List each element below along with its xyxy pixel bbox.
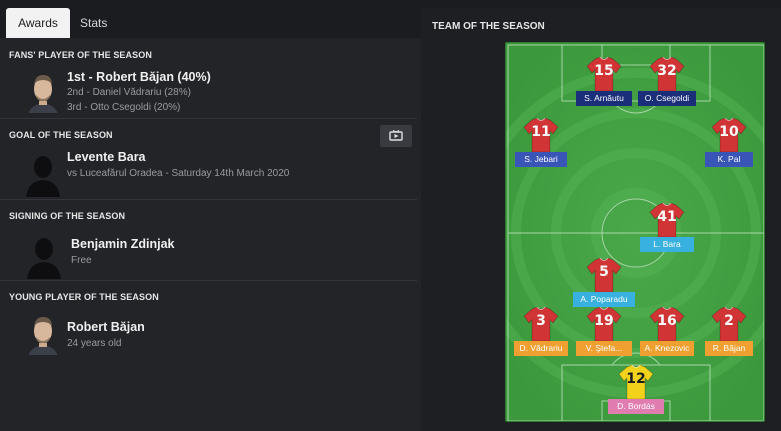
player-name-label: O. Csegoldi <box>638 91 696 106</box>
signing-title: SIGNING OF THE SEASON <box>9 211 126 221</box>
tv-play-icon <box>389 130 403 141</box>
shirt-number: 16 <box>657 313 677 329</box>
player-name-label: A. Knezovic <box>640 341 694 356</box>
player-card[interactable]: 5 A. Poparadu <box>573 258 635 314</box>
player-card[interactable]: 41 L. Bara <box>637 203 697 259</box>
goal-player-name: Levente Bara <box>67 150 146 164</box>
goal-detail: vs Luceafărul Oradea - Saturday 14th Mar… <box>67 168 290 179</box>
shirt-number: 19 <box>594 313 614 329</box>
fans-player-title: FANS' PLAYER OF THE SEASON <box>9 50 152 60</box>
player-card[interactable]: 32 O. Csegoldi <box>637 57 697 113</box>
shirt-number: 12 <box>626 371 646 387</box>
tab-stats[interactable]: Stats <box>80 16 108 30</box>
player-card[interactable]: 2 R. Băjan <box>699 307 759 363</box>
young-player-name: Robert Băjan <box>67 320 145 334</box>
player-name-label: R. Băjan <box>705 341 753 356</box>
player-name-label: S. Jebari <box>515 152 567 167</box>
shirt-number: 10 <box>719 124 739 140</box>
tab-awards[interactable]: Awards <box>6 8 70 38</box>
player-name-label: A. Poparadu <box>573 292 635 307</box>
player-card[interactable]: 15 S. Arnăutu <box>574 57 634 113</box>
shirt-icon <box>586 258 622 292</box>
signing-detail: Free <box>71 255 92 266</box>
player-name-label: V. Ştefa... <box>576 341 632 356</box>
player-name-label: S. Arnăutu <box>576 91 632 106</box>
signing-player-name: Benjamin Zdinjak <box>71 237 175 251</box>
player-card[interactable]: 19 V. Ştefa... <box>574 307 634 363</box>
shirt-icon <box>711 307 747 341</box>
silhouette-icon <box>23 151 63 197</box>
shirt-icon <box>586 307 622 341</box>
shirt-icon <box>523 118 559 152</box>
shirt-number: 5 <box>599 264 609 280</box>
shirt-number: 41 <box>657 209 677 225</box>
goal-title: GOAL OF THE SEASON <box>9 130 113 140</box>
shirt-icon <box>711 118 747 152</box>
shirt-number: 15 <box>594 63 614 79</box>
fans-third: 3rd - Otto Csegoldi (20%) <box>67 102 181 113</box>
watch-goal-button[interactable] <box>380 125 412 147</box>
player-card[interactable]: 11 S. Jebari <box>511 118 571 174</box>
player-card[interactable]: 16 A. Knezovic <box>637 307 697 363</box>
shirt-icon <box>649 203 685 237</box>
divider <box>0 280 417 281</box>
pitch <box>505 42 765 422</box>
divider <box>0 118 417 119</box>
player-name-label: K. Pal <box>705 152 753 167</box>
shirt-number: 32 <box>657 63 677 79</box>
player-card[interactable]: 3 D. Vădrariu <box>511 307 571 363</box>
shirt-icon <box>649 57 685 91</box>
young-player-title: YOUNG PLAYER OF THE SEASON <box>9 292 159 302</box>
shirt-number: 3 <box>536 313 546 329</box>
fans-first: 1st - Robert Băjan (40%) <box>67 70 211 84</box>
awards-panel: FANS' PLAYER OF THE SEASON 1st - Robert … <box>0 38 421 431</box>
player-card[interactable]: 10 K. Pal <box>699 118 759 174</box>
player-avatar <box>24 69 62 113</box>
player-name-label: L. Bara <box>640 237 694 252</box>
shirt-icon <box>586 57 622 91</box>
silhouette-icon <box>24 233 64 279</box>
divider <box>0 199 417 200</box>
young-player-age: 24 years old <box>67 338 122 349</box>
shirt-icon <box>618 365 654 399</box>
team-title: TEAM OF THE SEASON <box>432 21 545 32</box>
player-name-label: D. Vădrariu <box>514 341 568 356</box>
player-card[interactable]: 12 D. Bordás <box>606 365 666 421</box>
player-name-label: D. Bordás <box>608 399 664 414</box>
shirt-icon <box>523 307 559 341</box>
player-avatar <box>24 311 62 355</box>
shirt-number: 11 <box>531 124 551 140</box>
fans-second: 2nd - Daniel Vădrariu (28%) <box>67 87 191 98</box>
shirt-icon <box>649 307 685 341</box>
shirt-number: 2 <box>724 313 734 329</box>
